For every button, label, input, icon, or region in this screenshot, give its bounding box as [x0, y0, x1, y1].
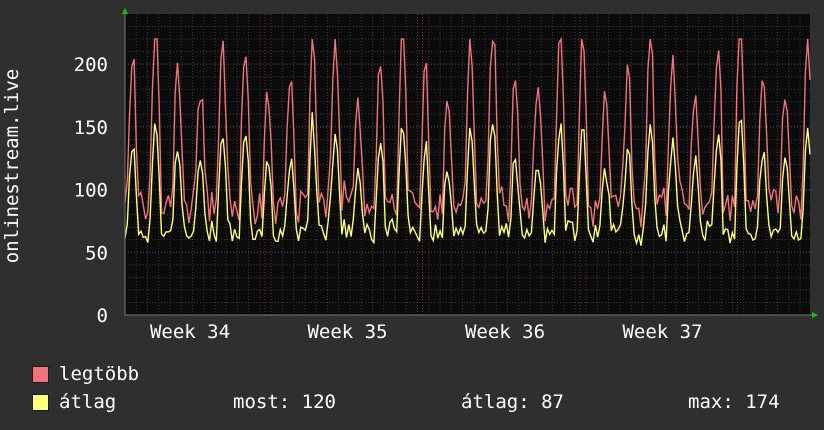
x-axis-arrow-icon: [812, 312, 818, 318]
x-tick-label: Week 35: [307, 321, 387, 343]
legend-swatch-atlag: [32, 394, 49, 411]
grid-major: [125, 63, 810, 253]
legend-row-legtobb: legtöbb: [32, 361, 812, 387]
y-tick-label: 0: [97, 305, 108, 327]
stat-now: most: 120: [233, 391, 336, 413]
y-tick-label: 50: [85, 242, 108, 264]
y-tick-label: 100: [74, 180, 108, 202]
y-axis-label-text: onlinestream.live: [1, 68, 23, 264]
legend-label-legtobb: legtöbb: [59, 363, 140, 385]
legend-row-atlag: átlag most: 120 átlag: 87 max: 174: [32, 389, 812, 415]
series-legtobb-line: [124, 36, 811, 228]
x-tick-label: Week 36: [465, 321, 545, 343]
y-axis-arrow-icon: [122, 8, 128, 14]
y-tick-label: 150: [74, 117, 108, 139]
y-tick-label: 200: [74, 54, 108, 76]
legend: legtöbb átlag most: 120 átlag: 87 max: 1…: [0, 355, 824, 430]
x-tick-label: Week 34: [150, 321, 230, 343]
legend-swatch-legtobb: [32, 366, 49, 383]
y-tick-labels: 0 50 100 150 200: [74, 54, 108, 327]
x-tick-label: Week 37: [622, 321, 702, 343]
stat-max: max: 174: [688, 391, 780, 413]
stat-average: átlag: 87: [461, 391, 564, 413]
y-axis-label: onlinestream.live: [0, 0, 24, 345]
series-atlag-line: [124, 112, 811, 246]
x-tick-labels: Week 34 Week 35 Week 36 Week 37: [150, 321, 703, 343]
legend-label-atlag: átlag: [59, 391, 117, 413]
